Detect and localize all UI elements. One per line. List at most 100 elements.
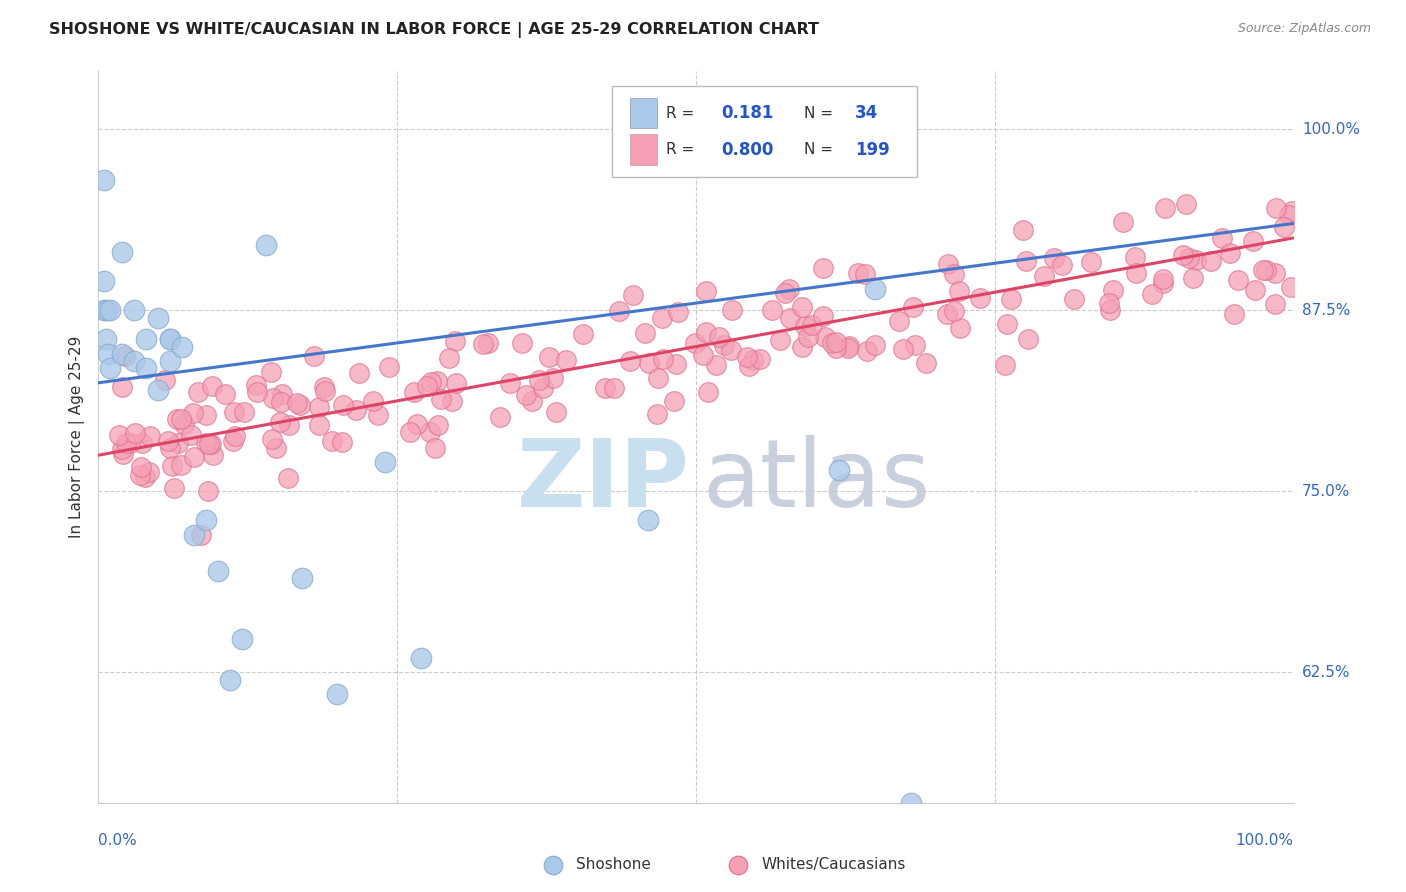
Point: [790, 340, 813, 354]
Point: [443, 334, 465, 348]
Point: [367, 409, 389, 423]
Point: [856, 343, 879, 358]
Point: [1253, 263, 1275, 277]
Point: [665, 357, 688, 371]
Point: [195, 513, 218, 527]
Point: [430, 392, 453, 406]
Point: [720, 343, 742, 358]
Point: [645, 407, 668, 421]
Point: [1226, 273, 1249, 287]
Point: [1123, 250, 1146, 264]
Text: Shoshone: Shoshone: [576, 857, 651, 872]
Point: [405, 417, 427, 431]
Point: [1222, 308, 1244, 322]
Point: [1281, 203, 1303, 218]
Point: [794, 318, 817, 333]
Point: [219, 673, 242, 687]
Point: [97, 347, 120, 361]
Point: [742, 353, 765, 368]
Point: [148, 310, 170, 325]
Point: [555, 353, 578, 368]
Point: [153, 373, 176, 387]
Text: 87.5%: 87.5%: [1302, 303, 1350, 318]
Point: [652, 352, 675, 367]
Point: [291, 571, 314, 585]
Point: [1278, 208, 1301, 222]
Point: [260, 432, 283, 446]
Point: [1063, 292, 1085, 306]
Point: [735, 351, 758, 365]
Point: [994, 358, 1017, 372]
Point: [402, 384, 425, 399]
Point: [1171, 248, 1194, 262]
Point: [277, 471, 299, 485]
Point: [948, 284, 970, 298]
FancyBboxPatch shape: [630, 98, 657, 128]
Point: [163, 481, 186, 495]
Point: [231, 632, 253, 647]
Point: [187, 385, 209, 400]
Point: [1184, 252, 1206, 267]
Point: [314, 384, 336, 398]
Point: [1279, 280, 1302, 294]
Point: [214, 386, 236, 401]
Point: [1098, 303, 1121, 318]
Point: [1182, 271, 1205, 285]
Point: [1152, 272, 1174, 286]
Point: [135, 332, 157, 346]
Point: [427, 417, 450, 432]
Point: [411, 651, 433, 665]
FancyBboxPatch shape: [630, 135, 657, 165]
Point: [499, 376, 522, 391]
Point: [114, 349, 136, 363]
Point: [399, 425, 422, 439]
Point: [169, 412, 191, 426]
Point: [378, 359, 401, 374]
Point: [901, 300, 924, 314]
Text: Source: ZipAtlas.com: Source: ZipAtlas.com: [1237, 22, 1371, 36]
Point: [269, 415, 291, 429]
Point: [124, 426, 146, 441]
Point: [302, 350, 325, 364]
Text: N =: N =: [804, 105, 832, 120]
Point: [837, 341, 859, 355]
Point: [270, 387, 292, 401]
Point: [544, 405, 567, 419]
Point: [285, 396, 308, 410]
Point: [198, 437, 221, 451]
Point: [541, 371, 564, 385]
Point: [1211, 231, 1233, 245]
Point: [647, 371, 669, 385]
Point: [246, 385, 269, 400]
Point: [129, 459, 152, 474]
Point: [112, 447, 135, 461]
Point: [415, 378, 437, 392]
Point: [1243, 283, 1265, 297]
Point: [863, 337, 886, 351]
Point: [1043, 251, 1066, 265]
Point: [814, 329, 837, 343]
Point: [623, 288, 645, 302]
Point: [224, 405, 246, 419]
Point: [904, 338, 927, 352]
Point: [1112, 215, 1135, 229]
Point: [695, 325, 717, 339]
Point: [1218, 246, 1240, 260]
Point: [120, 435, 142, 450]
Point: [93, 303, 115, 318]
Point: [846, 266, 869, 280]
Point: [1098, 296, 1121, 310]
Point: [166, 436, 188, 450]
Point: [134, 470, 156, 484]
Point: [233, 404, 256, 418]
Point: [1153, 201, 1175, 215]
Y-axis label: In Labor Force | Age 25-29: In Labor Force | Age 25-29: [69, 336, 86, 538]
Point: [330, 434, 353, 449]
Point: [110, 442, 132, 457]
Point: [769, 333, 792, 347]
Point: [1264, 297, 1286, 311]
Point: [609, 304, 631, 318]
Point: [720, 302, 742, 317]
Point: [363, 394, 385, 409]
Text: SHOSHONE VS WHITE/CAUCASIAN IN LABOR FORCE | AGE 25-29 CORRELATION CHART: SHOSHONE VS WHITE/CAUCASIAN IN LABOR FOR…: [49, 22, 820, 38]
